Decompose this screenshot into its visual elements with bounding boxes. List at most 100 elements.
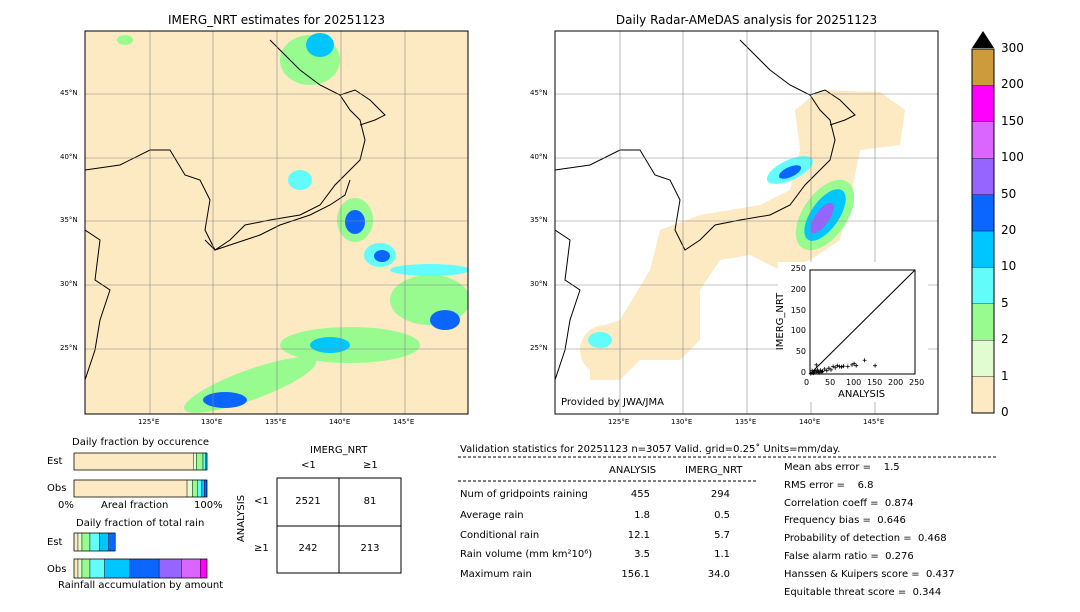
totalrain-title: Daily fraction of total rain <box>76 518 205 529</box>
stats-row-imerg: 34.0 <box>707 569 730 580</box>
scatter-point <box>833 365 838 370</box>
lon-tick-left: 130°E <box>201 418 223 426</box>
bar-segment <box>193 452 197 471</box>
lon-tick-right: 125°E <box>608 418 630 426</box>
scatter-point <box>850 362 854 367</box>
scatter-points <box>808 358 878 376</box>
occurrence-title: Daily fraction by occurence <box>72 437 210 448</box>
colorbar-extend-triangle <box>972 31 994 48</box>
bar-segment <box>81 532 91 552</box>
stats-row-analysis: 3.5 <box>634 549 650 560</box>
bar-segment <box>204 479 208 498</box>
scatter-point <box>814 362 819 367</box>
stats-score: Frequency bias = 0.646 <box>784 515 906 527</box>
bar-segment <box>181 558 201 579</box>
scatter-ytick: 100 <box>790 326 806 336</box>
bar-frame <box>73 452 208 471</box>
colorbar-segment <box>971 194 995 232</box>
bar-segment <box>196 452 204 471</box>
scatter-xlabel: ANALYSIS <box>838 389 886 400</box>
colorbar-segment <box>971 85 995 122</box>
scatter-point <box>839 364 844 369</box>
cell-lt1-lt1: 2521 <box>295 496 321 507</box>
scatter-point <box>831 364 836 369</box>
scatter-point <box>845 364 850 369</box>
lon-tick-left: 145°E <box>393 418 415 426</box>
scatter-xtick: 200 <box>888 378 904 387</box>
scatter-ytick: 0 <box>800 368 806 377</box>
totalrain-obs-label: Obs <box>47 564 67 575</box>
lat-tick-right: 35°N <box>530 216 548 224</box>
scatter-xtick: 0 <box>804 378 810 387</box>
colorbar-label: 20 <box>1001 223 1017 237</box>
scatter-xtick: 150 <box>867 378 883 387</box>
scatter-point <box>862 358 867 363</box>
stats-row-imerg: 0.5 <box>714 510 730 521</box>
scatter-point <box>814 370 819 375</box>
lon-tick-left: 140°E <box>329 418 351 426</box>
left-map-title: IMERG_NRT estimates for 20251123 <box>168 13 385 27</box>
lat-tick-right: 30°N <box>530 280 548 288</box>
scatter-point <box>835 363 840 368</box>
lat-tick-left: 45°N <box>60 89 78 97</box>
occurrence-obs-label: Obs <box>47 483 67 494</box>
bar-segment <box>77 532 83 552</box>
colorbar-segment <box>971 340 995 377</box>
cell-ge1-ge1: 213 <box>360 543 380 554</box>
scatter-xtick: 100 <box>846 378 862 387</box>
contingency-row-ge1: ≥1 <box>254 543 269 554</box>
occurrence-x1: 100% <box>194 500 223 511</box>
stats-row-analysis: 12.1 <box>627 530 650 541</box>
lat-tick-left: 35°N <box>60 216 78 224</box>
lon-tick-right: 130°E <box>671 418 693 426</box>
lat-tick-right: 25°N <box>530 344 548 352</box>
contingency-row-title: ANALYSIS <box>236 494 248 543</box>
scatter-point <box>829 367 833 372</box>
stats-row-label: Conditional rain <box>460 530 540 541</box>
scatter-xtick: 250 <box>909 378 925 387</box>
colorbar-label: 100 <box>1001 150 1024 165</box>
lat-tick-left: 25°N <box>60 344 78 352</box>
bar-segment <box>81 558 91 579</box>
scatter-ylabel: IMERG_NRT <box>775 292 787 351</box>
bar-segment <box>186 479 193 498</box>
occurrence-bars <box>73 452 208 498</box>
scatter-point <box>824 368 829 373</box>
bar-segment <box>158 558 182 579</box>
rain-field <box>588 156 855 348</box>
bar-segment <box>104 558 131 579</box>
bar-segment <box>99 532 109 552</box>
bar-frame <box>73 558 208 579</box>
gridlines <box>85 31 468 414</box>
bar-segment <box>108 532 116 552</box>
scatter-ytick: 150 <box>790 305 806 315</box>
colorbar-label: 50 <box>1001 186 1017 201</box>
colorbar-label: 10 <box>1001 259 1017 274</box>
bar-segment <box>77 558 83 579</box>
scatter-ytick: 200 <box>790 284 806 294</box>
lon-tick-left: 125°E <box>138 418 160 426</box>
stats-score: Hanssen & Kuipers score = 0.437 <box>784 568 955 580</box>
scatter-point <box>841 364 846 369</box>
contingency-table <box>276 477 402 574</box>
bar-segment <box>202 452 206 471</box>
cell-ge1-lt1: 242 <box>298 543 318 554</box>
colorbar-frame <box>971 48 995 414</box>
lon-tick-left: 135°E <box>265 418 287 426</box>
colorbar-label: 1 <box>1001 368 1009 383</box>
colorbar-label: 200 <box>1001 77 1024 92</box>
bar-segment <box>89 558 105 579</box>
stats-col-imerg: IMERG_NRT <box>685 465 743 476</box>
stats-header: Validation statistics for 20251123 n=305… <box>460 444 841 455</box>
lon-tick-right: 140°E <box>799 418 821 426</box>
bar-segment <box>73 479 188 498</box>
occurrence-est-label: Est <box>47 456 63 467</box>
scatter-point <box>820 369 825 374</box>
colorbar-segment <box>971 303 995 341</box>
scatter-point <box>854 363 859 368</box>
coastline <box>555 39 856 381</box>
gridlines <box>555 31 938 414</box>
stats-row-label: Average rain <box>460 510 524 521</box>
stats-score: Mean abs error = 1.5 <box>784 462 900 473</box>
scatter-ytick: 50 <box>795 347 806 357</box>
